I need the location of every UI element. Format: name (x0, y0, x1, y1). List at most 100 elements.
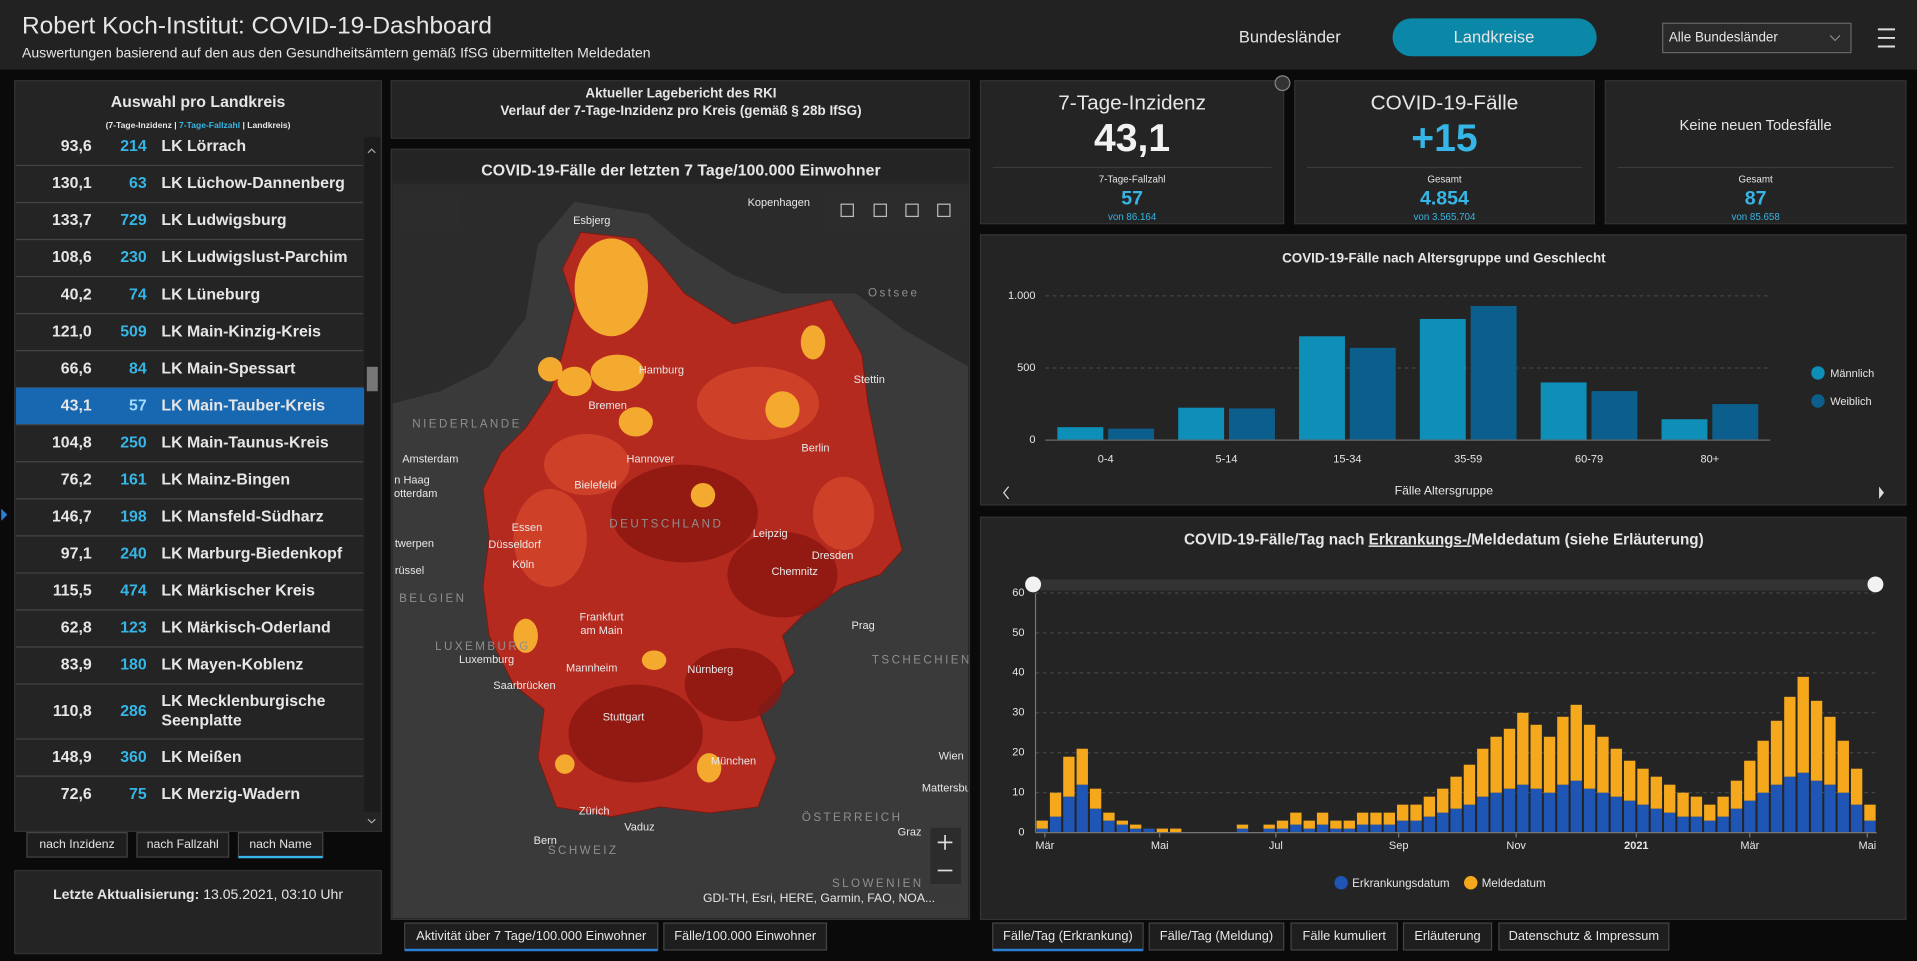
bar-segment (1036, 828, 1048, 833)
nav-arrow[interactable] (1879, 486, 1884, 499)
y-tick-label: 1.000 (1008, 290, 1036, 302)
low-incidence-patch (618, 407, 653, 437)
map: Esbjerg Kopenhagen Ostsee Hamburg Bremen Stet… (392, 183, 969, 919)
incidence: 121,0 (52, 323, 92, 340)
legend-swatch[interactable] (1811, 366, 1825, 380)
bar-segment (1543, 792, 1556, 833)
case-count: 360 (120, 749, 147, 766)
kpi-sub-value: 4.854 (1420, 187, 1469, 209)
incidence: 108,6 (52, 249, 92, 266)
bar (1712, 404, 1759, 441)
tab[interactable] (1148, 922, 1285, 951)
tab[interactable] (1290, 922, 1399, 951)
bar-segment (1664, 812, 1676, 833)
legend-label[interactable]: Meldedatum (1482, 877, 1546, 890)
bar-segment (1356, 824, 1369, 833)
district-name: LK Mainz-Bingen (161, 472, 290, 489)
nav-button[interactable]: Landkreise (1454, 28, 1535, 46)
legend-label[interactable]: Erkrankungsdatum (1352, 877, 1449, 890)
bar-segment (1049, 792, 1062, 817)
chart-title: COVID-19-Fälle/Tag nach Erkrankungs-/Mel… (1184, 531, 1704, 548)
incidence: 130,1 (52, 175, 92, 192)
bar-segment (1463, 804, 1476, 833)
report-line[interactable]: Aktueller Lagebericht des RKI (585, 86, 776, 101)
chart-title: COVID-19-Fälle nach Altersgruppe und Ges… (1282, 251, 1606, 266)
legend-label[interactable]: Männlich (1830, 368, 1874, 380)
city-label: Stuttgart (603, 712, 645, 724)
sort-button[interactable] (136, 831, 230, 858)
zoom-in-icon[interactable] (937, 835, 953, 850)
map-toolbar[interactable] (830, 193, 963, 228)
bar-segment (1543, 736, 1556, 793)
expand-icon[interactable] (1274, 75, 1291, 92)
sort-button[interactable] (26, 831, 128, 858)
bar-segment (1370, 824, 1382, 833)
y-tick-label: 0 (1029, 434, 1035, 446)
bar-segment (1089, 788, 1102, 809)
legend-swatch[interactable] (1464, 876, 1478, 890)
city-label: Hannover (627, 454, 675, 466)
nav-pill[interactable] (1392, 18, 1597, 57)
bar-segment (1797, 676, 1809, 773)
tab[interactable] (404, 922, 659, 951)
toolbar-icon[interactable] (873, 203, 887, 218)
bar-segment (1557, 716, 1569, 785)
slider-handle[interactable] (1867, 576, 1884, 593)
tab[interactable] (1498, 922, 1670, 951)
bar-segment (1450, 776, 1462, 809)
scroll-up[interactable] (367, 148, 376, 154)
low-incidence-patch (690, 482, 716, 508)
kpi-value: +15 (1411, 117, 1477, 160)
sort-button[interactable] (237, 831, 324, 858)
tab[interactable] (992, 922, 1144, 951)
scroll-down[interactable] (367, 818, 376, 824)
city-label: Saarbrücken (493, 680, 555, 692)
update-value: 13.05.2021, 03:10 Uhr (199, 886, 343, 902)
legend-label[interactable]: Weiblich (1830, 396, 1871, 408)
district-name: LK Main-Taunus-Kreis (161, 434, 328, 451)
bar (1591, 391, 1638, 441)
y-tick-label: 500 (1017, 362, 1035, 374)
district-name: LK Main-Spessart (161, 360, 296, 377)
scrollbar-track (364, 136, 381, 812)
map-tool[interactable] (401, 193, 460, 228)
bar-segment (1610, 796, 1622, 833)
region-label: SLOWENIEN (832, 877, 924, 890)
toolbar-icon[interactable] (905, 203, 919, 218)
name-line: LK Mecklenburgische (161, 693, 330, 710)
case-count: 161 (120, 472, 147, 489)
report-line[interactable]: Verlauf der 7-Tage-Inzidenz pro Kreis (g… (500, 103, 861, 118)
district-name: LK Ludwigslust-Parchim (161, 249, 347, 266)
incidence: 62,8 (61, 620, 92, 637)
district-panel (14, 80, 383, 832)
bar-segment (1650, 776, 1663, 809)
scrollbar-thumb[interactable] (366, 366, 378, 392)
selected-row[interactable] (15, 387, 365, 425)
toolbar-icon[interactable] (840, 203, 854, 218)
bar (1228, 408, 1275, 441)
dropdown[interactable] (1662, 22, 1852, 54)
bar-segment (1276, 828, 1289, 833)
time-slider[interactable] (1033, 579, 1877, 591)
bar-segment (1757, 792, 1769, 833)
incidence: 40,2 (61, 286, 92, 303)
x-tick-label: 15-34 (1333, 454, 1361, 466)
legend-swatch[interactable] (1334, 876, 1348, 890)
bar (1470, 305, 1517, 441)
nav-button[interactable]: Bundesländer (1239, 28, 1341, 46)
region-patch (611, 464, 758, 563)
map-title: COVID-19-Fälle der letzten 7 Tage/100.00… (481, 162, 880, 179)
bar-segment (1450, 808, 1462, 833)
tab[interactable] (1402, 922, 1493, 951)
bar-segment (1076, 748, 1088, 785)
region-label: NIEDERLANDE (412, 417, 521, 430)
city-label: Essen (512, 522, 543, 534)
city-label: Zürich (579, 806, 610, 818)
toolbar-icon[interactable] (937, 203, 951, 218)
tab[interactable] (663, 922, 828, 951)
nav-arrow[interactable] (1002, 486, 1010, 500)
city-label: Bremen (588, 400, 627, 412)
bar-segment (1236, 824, 1249, 829)
slider-handle[interactable] (1025, 576, 1042, 593)
legend-swatch[interactable] (1811, 394, 1825, 408)
